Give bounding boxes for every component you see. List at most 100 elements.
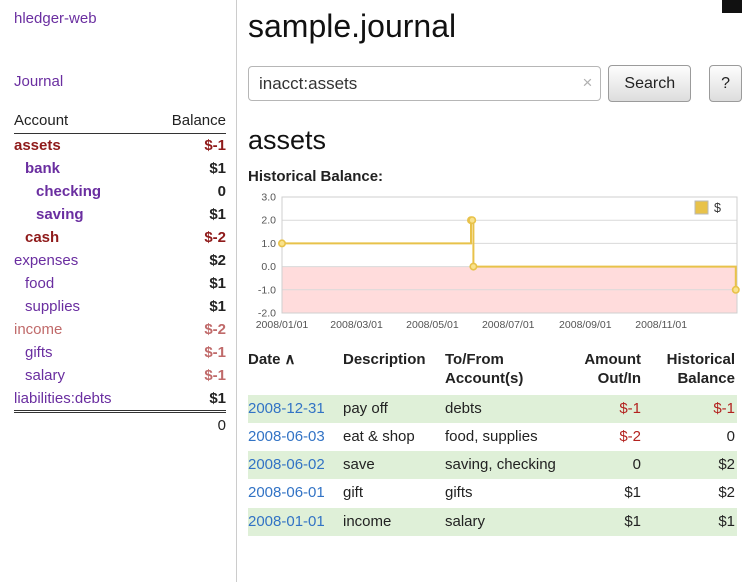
account-tree-table: Account Balance assets $-1 bank $1 checking 0… (14, 110, 226, 437)
search-button[interactable]: Search (608, 65, 692, 102)
y-tick-label: -2.0 (258, 308, 276, 320)
account-balance: $1 (209, 275, 226, 292)
account-link[interactable]: cash (25, 229, 60, 246)
x-tick-label: 2008/01/01 (256, 319, 309, 331)
account-row: assets $-1 (14, 134, 226, 158)
page-title: sample.journal (248, 8, 457, 44)
x-tick-label: 2008/09/01 (559, 319, 612, 331)
x-tick-label: 2008/11/01 (635, 319, 687, 331)
transaction-date-link[interactable]: 2008-06-01 (248, 484, 325, 502)
transaction-description: gift (343, 484, 364, 502)
account-balance: $-1 (204, 137, 226, 154)
register-rows: 2008-12-31 pay off debts $-1 $-1 2008-06-03 ea… (248, 394, 737, 536)
amount-column-header: Amount Out/In (584, 351, 641, 387)
date-column-header[interactable]: Date ∧ (248, 351, 296, 368)
transaction-date-link[interactable]: 2008-12-31 (248, 399, 325, 417)
account-link[interactable]: expenses (14, 252, 79, 269)
account-row: checking 0 (14, 180, 226, 203)
main-content: sample.journal × Search ? assets Histori… (248, 0, 742, 582)
transaction-date-link[interactable]: 2008-01-01 (248, 512, 325, 530)
transaction-accounts: saving, checking (445, 451, 563, 480)
plot-border (281, 196, 738, 314)
register-row: 2008-01-01 income salary $1 $1 (248, 507, 737, 536)
data-point-marker (468, 216, 477, 225)
account-link[interactable]: saving (36, 206, 84, 223)
account-link[interactable]: gifts (25, 344, 53, 361)
transaction-description: pay off (343, 394, 445, 423)
account-balance: $-2 (204, 229, 226, 246)
account-link[interactable]: bank (25, 160, 61, 177)
search-input[interactable] (248, 66, 602, 101)
account-link[interactable]: salary (25, 367, 66, 384)
register-row: 2008-12-31 pay off debts $-1 $-1 (248, 394, 737, 423)
account-row: income $-2 (14, 318, 226, 341)
chart-title: Historical Balance: (248, 168, 384, 185)
transaction-amount: $1 (563, 507, 643, 536)
transaction-accounts: debts (445, 394, 563, 423)
search-bar: × Search ? (248, 65, 742, 102)
register-row: 2008-06-02 save saving, checking 0 $2 (248, 451, 737, 480)
help-button[interactable]: ? (709, 65, 742, 102)
transaction-accounts: food, supplies (445, 427, 538, 445)
transaction-accounts: salary (445, 507, 563, 536)
account-link[interactable]: food (25, 275, 55, 292)
account-row: saving $1 (14, 203, 226, 226)
account-balance: $-1 (204, 344, 226, 361)
account-link[interactable]: income (14, 321, 63, 338)
sidebar: hledger-web Journal Account Balance asse… (0, 0, 237, 582)
account-link[interactable]: assets (14, 137, 61, 154)
total-balance: 0 (150, 410, 226, 437)
y-tick-label: 0.0 (261, 261, 276, 273)
register-row: 2008-06-01 gift gifts $1 $2 (248, 479, 737, 507)
transaction-date-link[interactable]: 2008-06-03 (248, 427, 325, 445)
account-row: liabilities:debts $1 (14, 387, 226, 412)
transaction-description: eat & shop (343, 427, 415, 445)
y-tick-label: 1.0 (261, 238, 276, 250)
account-balance: $1 (209, 390, 226, 407)
account-balance: 0 (217, 183, 226, 200)
account-balance: $1 (209, 298, 226, 315)
account-balance: $1 (209, 160, 226, 177)
account-heading: assets (248, 125, 327, 155)
account-balance: $2 (209, 252, 226, 269)
app-title-link[interactable]: hledger-web (14, 10, 97, 27)
tofrom-column-header: To/From Account(s) (445, 351, 524, 387)
description-column-header: Description (343, 351, 426, 368)
transaction-amount: 0 (563, 451, 643, 480)
balance-column-header-register: Historical Balance (666, 351, 735, 387)
legend-label: $ (714, 201, 721, 215)
transaction-balance: $-1 (643, 394, 737, 423)
account-row: expenses $2 (14, 249, 226, 272)
account-link[interactable]: liabilities:debts (14, 390, 112, 407)
balance-column-header: Balance (150, 110, 226, 134)
clear-search-icon[interactable]: × (582, 73, 593, 92)
y-tick-label: -1.0 (258, 284, 276, 296)
data-point-marker (469, 262, 478, 271)
y-tick-label: 3.0 (261, 192, 276, 204)
data-point-marker (731, 285, 740, 294)
sort-ascending-icon: ∧ (284, 351, 296, 368)
sidebar-item-journal[interactable]: Journal (14, 73, 64, 90)
account-column-header: Account (14, 110, 151, 134)
account-row: supplies $1 (14, 295, 226, 318)
account-rows: assets $-1 bank $1 checking 0 saving $1 cash $-2 e… (14, 134, 226, 412)
transaction-amount: $-1 (563, 394, 643, 423)
transaction-balance: $2 (643, 451, 737, 480)
top-right-dark-box (722, 0, 742, 13)
account-link[interactable]: supplies (25, 298, 81, 315)
account-row: salary $-1 (14, 364, 226, 387)
register-table: Date ∧ Description To/From Account(s) Amo… (248, 349, 737, 536)
x-tick-label: 2008/05/01 (406, 319, 459, 331)
x-tick-label: 2008/07/01 (482, 319, 535, 331)
account-link[interactable]: checking (36, 183, 102, 200)
account-row: cash $-2 (14, 226, 226, 249)
transaction-date-link[interactable]: 2008-06-02 (248, 456, 325, 473)
transaction-description: income (343, 507, 445, 536)
transaction-balance: $1 (643, 507, 737, 536)
account-row: food $1 (14, 272, 226, 295)
account-balance: $1 (209, 206, 226, 223)
transaction-amount: $1 (624, 484, 641, 502)
transaction-description: save (343, 451, 445, 480)
register-row: 2008-06-03 eat & shop food, supplies $-2 0 (248, 423, 737, 451)
